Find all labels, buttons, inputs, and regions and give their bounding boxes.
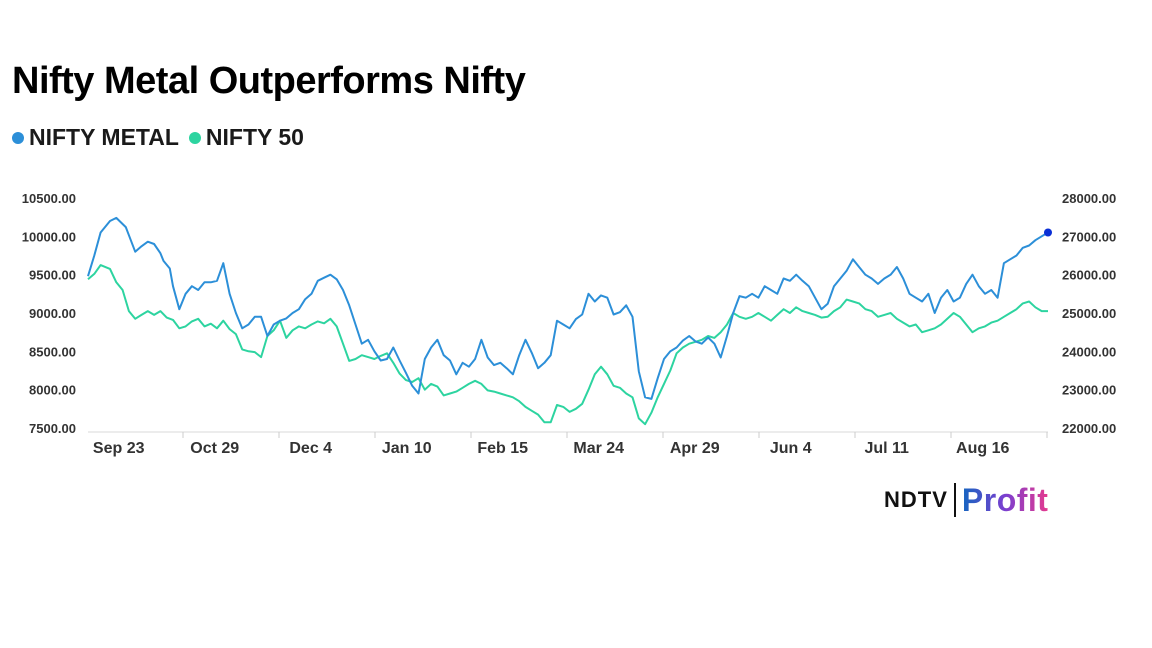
legend-item-nifty-metal[interactable]: NIFTY METAL: [12, 124, 179, 151]
x-tick-label: Oct 29: [190, 440, 239, 457]
y-right-tick-label: 25000.00: [1062, 306, 1116, 321]
legend-label-nifty-metal: NIFTY METAL: [29, 124, 179, 150]
x-tick-label: Dec 4: [289, 440, 332, 457]
x-tick-label: Feb 15: [477, 440, 528, 457]
series-end-point: [1044, 228, 1052, 237]
logo-profit: Profit: [961, 481, 1049, 518]
series-lines: [87, 216, 1049, 426]
x-tick-label: Aug 16: [956, 440, 1009, 457]
legend-dot-nifty-metal: [12, 131, 24, 144]
y-left-tick-label: 8000.00: [29, 383, 76, 398]
legend-item-nifty-50[interactable]: NIFTY 50: [188, 124, 304, 151]
y-right-tick-label: 27000.00: [1062, 229, 1116, 244]
y-right-tick-label: 23000.00: [1062, 383, 1116, 398]
end-marker: [1044, 228, 1052, 237]
chart-legend: NIFTY METAL NIFTY 50: [12, 124, 314, 151]
x-axis: Sep 23 Oct 29 Dec 4 Jan 10 Feb 15 Mar 24 Apr 2…: [93, 432, 1048, 457]
series-line-nifty-metal: [87, 216, 1049, 400]
y-axis-right: 22000.00 23000.00 24000.00 25000.00 26000.00…: [1062, 191, 1116, 436]
chart-title: Nifty Metal Outperforms Nifty: [12, 60, 526, 102]
legend-dot-nifty-50: [188, 131, 201, 144]
y-left-tick-label: 7500.00: [29, 421, 76, 436]
x-tick-label: Jul 11: [864, 440, 909, 457]
x-tick-label: Jan 10: [382, 440, 432, 457]
ndtv-profit-logo: NDTV Profit: [884, 480, 1048, 520]
y-left-tick-label: 9000.00: [29, 306, 76, 321]
y-left-tick-label: 10000.00: [22, 229, 76, 244]
y-left-tick-label: 9500.00: [29, 268, 76, 283]
legend-label-nifty-50: NIFTY 50: [205, 124, 304, 150]
x-tick-label: Jun 4: [770, 440, 812, 457]
y-axis-left: 7500.00 8000.00 8500.00 9000.00 9500.00 10000…: [22, 191, 76, 436]
y-right-tick-label: 26000.00: [1062, 268, 1116, 283]
y-right-tick-label: 24000.00: [1062, 344, 1116, 359]
y-left-tick-label: 10500.00: [22, 191, 76, 206]
y-left-tick-label: 8500.00: [29, 344, 76, 359]
x-tick-label: Mar 24: [573, 440, 624, 457]
series-line-nifty-50: [87, 264, 1048, 426]
line-chart: 7500.00 8000.00 8500.00 9000.00 9500.00 10000…: [22, 191, 1116, 457]
logo-separator: [953, 483, 956, 517]
logo-ndtv: NDTV: [884, 487, 948, 512]
x-tick-label: Sep 23: [93, 440, 145, 457]
y-right-tick-label: 28000.00: [1062, 191, 1116, 206]
x-tick-label: Apr 29: [670, 440, 720, 457]
y-right-tick-label: 22000.00: [1062, 421, 1116, 436]
